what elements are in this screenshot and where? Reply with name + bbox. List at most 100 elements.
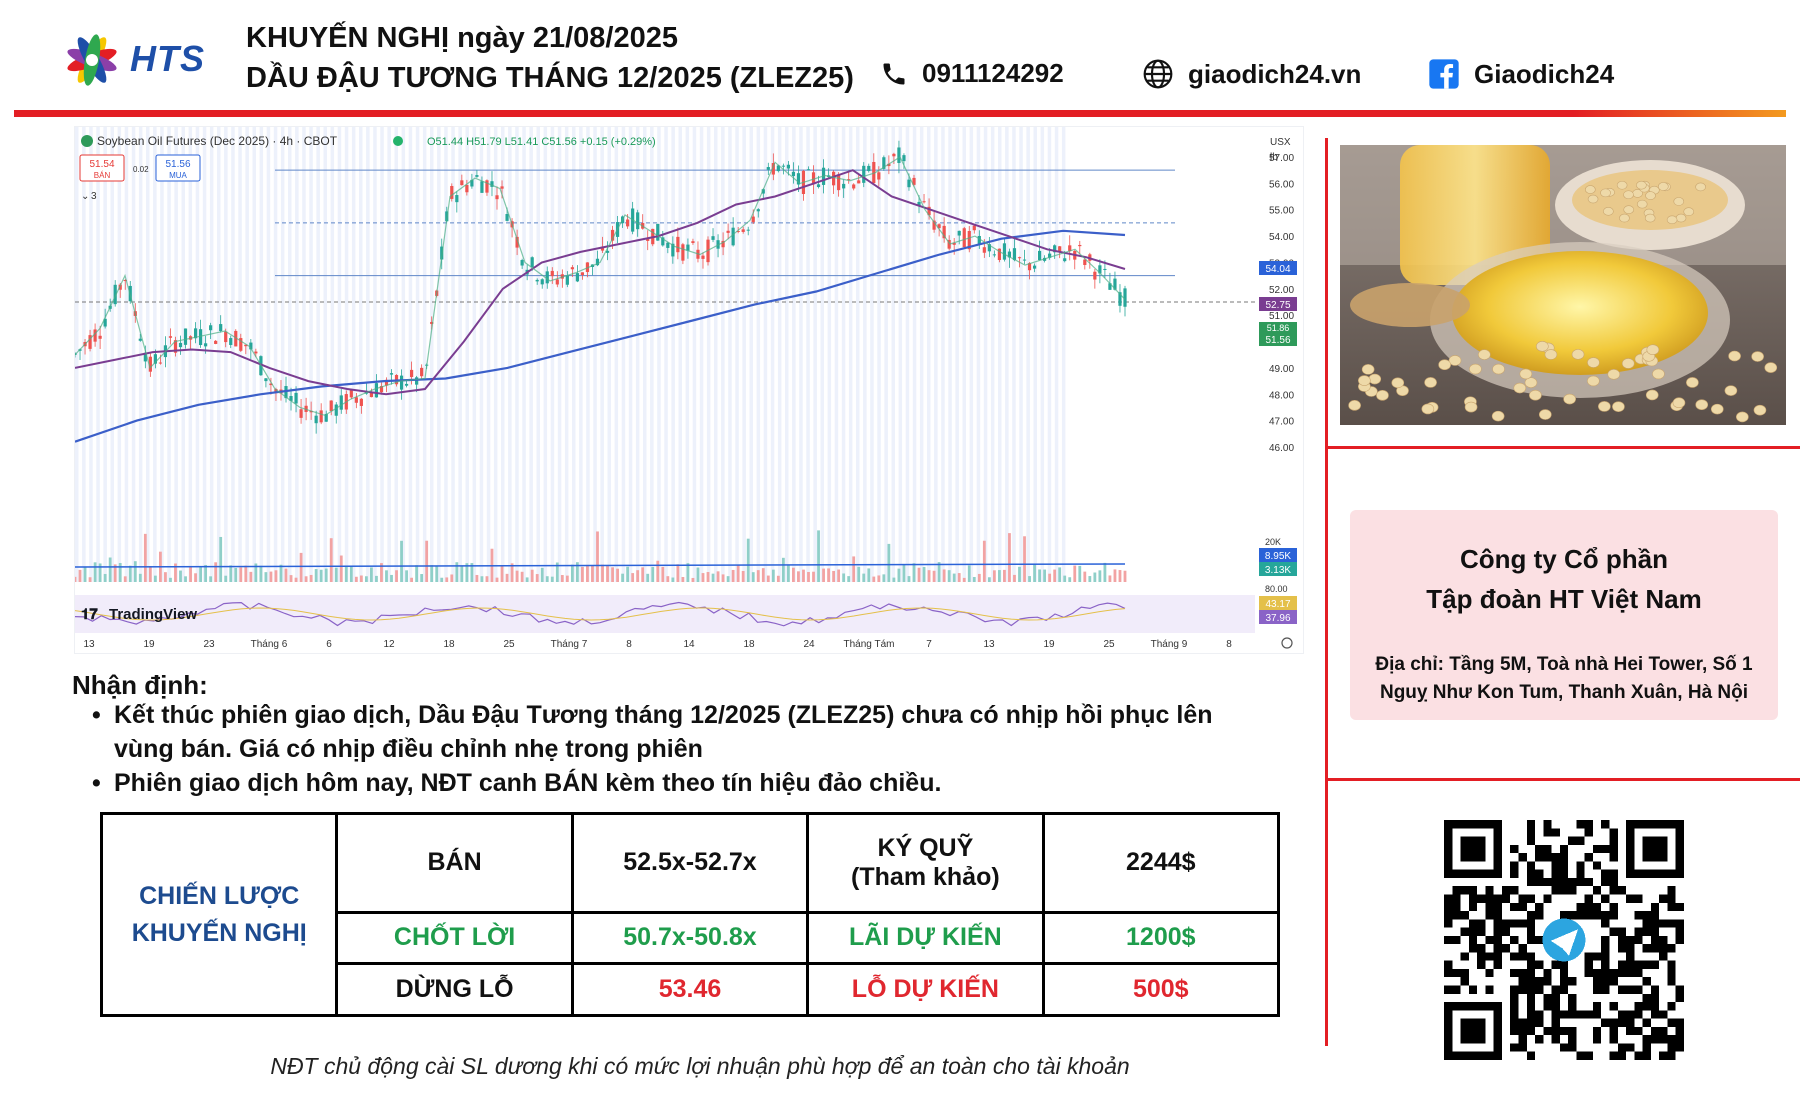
candle-body — [545, 271, 549, 284]
volume-bar — [807, 571, 810, 582]
grid-stripe — [593, 127, 597, 582]
grid-stripe — [486, 127, 491, 582]
grid-stripe — [202, 127, 207, 582]
grid-stripe — [692, 127, 697, 582]
grid-stripe — [103, 127, 107, 582]
candle-body — [917, 201, 921, 206]
grid-stripe — [870, 127, 874, 582]
volume-bar — [535, 574, 539, 582]
candle-body — [1123, 288, 1127, 307]
grid-stripe — [628, 127, 633, 582]
volume-bar — [118, 563, 122, 582]
candle-body — [239, 338, 243, 351]
candle-body — [143, 352, 147, 362]
candle-body — [756, 209, 760, 212]
phone-contact[interactable]: 0911124292 — [880, 58, 1064, 89]
candle-body — [214, 340, 218, 344]
grid-stripe — [777, 127, 782, 582]
unit-label[interactable]: lb — [1270, 152, 1278, 163]
stop-loss-action: DỪNG LỖ — [335, 962, 574, 1017]
grid-stripe — [536, 127, 540, 582]
volume-bar — [299, 552, 303, 582]
x-tick-label: 25 — [503, 639, 515, 650]
soybean — [1563, 393, 1576, 405]
candle-body — [902, 155, 906, 162]
hts-logo — [67, 34, 117, 86]
volume-bar — [88, 577, 92, 582]
volume-bar — [354, 576, 358, 582]
candle-body — [947, 239, 951, 249]
volume-bar — [515, 570, 519, 582]
soybean — [1751, 351, 1764, 362]
candle-body — [746, 229, 750, 231]
volume-bar — [224, 575, 228, 582]
x-tick-label: 23 — [203, 639, 215, 650]
soybean — [1603, 207, 1614, 216]
buy-box[interactable] — [155, 154, 201, 182]
volume-bar — [977, 573, 981, 582]
y-tick-label: 47.00 — [1269, 417, 1294, 428]
grid-stripe — [224, 127, 228, 582]
volume-bar — [425, 540, 429, 582]
soybean — [1619, 213, 1630, 223]
sell-box[interactable] — [79, 154, 125, 182]
logo-text: HTS — [130, 38, 205, 79]
grid-stripe — [373, 127, 377, 582]
volume-bar — [917, 567, 921, 582]
candle-body — [465, 184, 469, 193]
soybean — [1519, 368, 1533, 380]
currency-label[interactable]: USX — [1270, 137, 1291, 148]
grid-stripe — [891, 127, 895, 582]
facebook-contact[interactable]: Giaodich24 — [1428, 58, 1614, 90]
volume-bar — [701, 573, 705, 582]
volume-bar — [380, 563, 383, 582]
volume-bar — [284, 568, 288, 582]
candle-body — [897, 147, 901, 164]
volume-bar — [857, 566, 861, 582]
settings-gear-icon[interactable] — [1281, 637, 1293, 649]
volume-bar — [485, 576, 489, 582]
telegram-qr-code[interactable] — [1444, 820, 1684, 1060]
volume-bar — [676, 564, 680, 582]
volume-bar — [83, 566, 87, 582]
candle-body — [354, 397, 358, 403]
soybean — [1636, 180, 1647, 190]
grid-stripe — [515, 127, 519, 582]
volume-bar — [254, 563, 258, 582]
grid-stripe — [820, 127, 824, 582]
volume-bar — [1048, 573, 1052, 582]
soybean — [1585, 185, 1596, 194]
chart-canvas[interactable]: 57.0056.0055.0054.0053.0052.0051.0050.00… — [75, 127, 1305, 655]
volume-bar — [822, 568, 825, 582]
chevron-down-icon[interactable]: ⌄ — [81, 191, 89, 202]
volume-bar — [289, 575, 293, 582]
grid-stripe — [934, 127, 938, 582]
candle-body — [605, 250, 610, 253]
candle-body — [962, 228, 966, 248]
candle-body — [349, 389, 353, 398]
header-divider — [14, 110, 1786, 117]
rsi-line — [75, 601, 1126, 627]
website-contact[interactable]: giaodich24.vn — [1142, 58, 1361, 90]
candle-body — [1063, 258, 1067, 262]
candle-body — [942, 225, 946, 239]
volume-bar — [570, 564, 574, 582]
volume-bar — [942, 569, 946, 582]
grid-stripe — [209, 127, 214, 582]
volume-bar — [586, 564, 589, 582]
grid-stripe — [1054, 127, 1059, 582]
candle-body — [329, 400, 333, 412]
grid-stripe — [529, 127, 533, 582]
grid-stripe — [941, 127, 945, 582]
volume-bar — [560, 575, 564, 582]
spread-value: 0.02 — [133, 165, 149, 174]
grid-stripe — [422, 127, 427, 582]
facebook-icon — [1429, 59, 1459, 89]
volume-bar — [766, 575, 770, 582]
take-profit-range: 50.7x-50.8x — [570, 910, 810, 966]
volume-bar — [475, 574, 479, 582]
soybean — [1544, 349, 1558, 360]
soybean — [1673, 197, 1685, 206]
soybean — [1587, 194, 1599, 204]
price-chart[interactable]: 57.0056.0055.0054.0053.0052.0051.0050.00… — [74, 126, 1304, 654]
